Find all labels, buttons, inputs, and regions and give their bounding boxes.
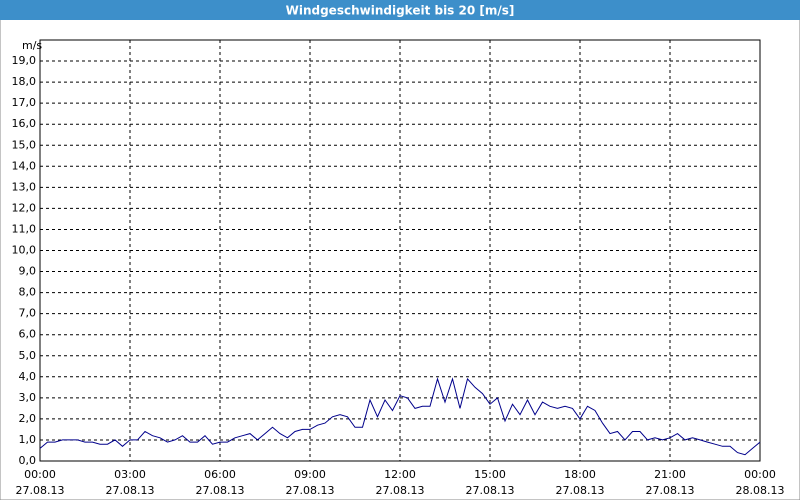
y-tick-label: 7,0 [19,307,37,320]
x-tick-label: 21:00 [654,468,686,481]
y-tick-label: 0,0 [19,454,37,467]
x-tick-date: 27.08.13 [106,484,155,497]
y-tick-label: 9,0 [19,265,37,278]
x-tick-label: 09:00 [294,468,326,481]
y-tick-label: 13,0 [12,180,37,193]
y-tick-label: 19,0 [12,54,37,67]
y-tick-label: 1,0 [19,433,37,446]
x-tick-label: 12:00 [384,468,416,481]
y-axis-label: m/s [22,39,42,52]
title-bar [0,0,800,20]
x-tick-date: 27.08.13 [196,484,245,497]
x-tick-date: 27.08.13 [646,484,695,497]
x-tick-date: 27.08.13 [16,484,65,497]
y-tick-label: 18,0 [12,75,37,88]
x-tick-date: 27.08.13 [286,484,335,497]
x-tick-date: 27.08.13 [556,484,605,497]
y-tick-label: 8,0 [19,286,37,299]
y-tick-label: 12,0 [12,201,37,214]
y-tick-label: 5,0 [19,349,37,362]
y-tick-label: 17,0 [12,96,37,109]
y-tick-label: 2,0 [19,412,37,425]
y-tick-label: 16,0 [12,117,37,130]
x-tick-label: 18:00 [564,468,596,481]
x-tick-label: 03:00 [114,468,146,481]
chart-title: Windgeschwindigkeit bis 20 [m/s] [286,4,515,18]
x-tick-label: 00:00 [744,468,776,481]
y-tick-label: 10,0 [12,244,37,257]
x-tick-date: 27.08.13 [466,484,515,497]
y-tick-label: 14,0 [12,159,37,172]
y-tick-label: 3,0 [19,391,37,404]
y-tick-label: 6,0 [19,328,37,341]
x-tick-label: 06:00 [204,468,236,481]
y-tick-label: 4,0 [19,370,37,383]
x-tick-date: 27.08.13 [376,484,425,497]
y-tick-label: 11,0 [12,222,37,235]
x-tick-date: 28.08.13 [736,484,785,497]
x-tick-label: 15:00 [474,468,506,481]
x-tick-label: 00:00 [24,468,56,481]
y-tick-label: 15,0 [12,138,37,151]
line-series [39,377,761,456]
